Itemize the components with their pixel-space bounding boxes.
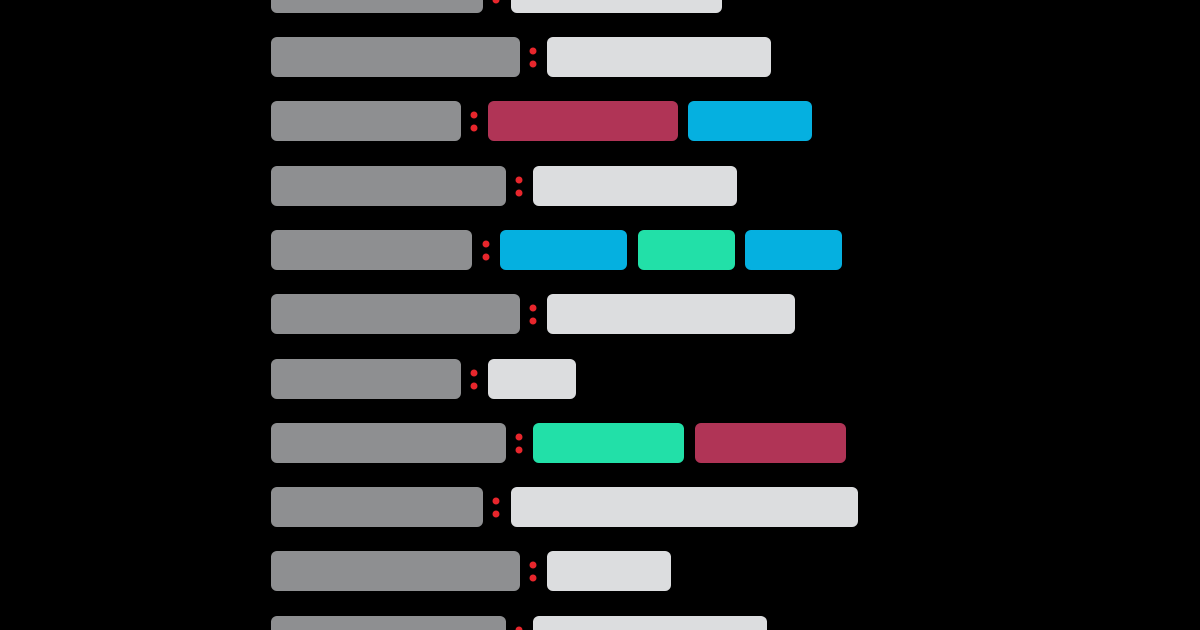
colon-dot (515, 189, 523, 197)
value-bar (511, 487, 858, 527)
value-bar (500, 230, 627, 270)
row (271, 423, 846, 463)
colon-dot (470, 382, 478, 390)
colon-dot (515, 176, 523, 184)
key-bar (271, 423, 506, 463)
colon-dot (529, 60, 537, 68)
colon-dot (492, 510, 500, 518)
row (271, 230, 842, 270)
colon-dot (482, 240, 490, 248)
key-bar (271, 0, 483, 13)
key-bar (271, 294, 520, 334)
key-bar (271, 101, 461, 141)
row (271, 551, 671, 591)
colon-dot (529, 561, 537, 569)
row (271, 166, 737, 206)
value-bar (547, 37, 771, 77)
value-bar (547, 551, 671, 591)
value-bar (547, 294, 795, 334)
colon-dot (529, 47, 537, 55)
row (271, 487, 858, 527)
colon-dot (492, 0, 500, 4)
value-bar (745, 230, 842, 270)
row (271, 616, 767, 630)
value-bar (533, 616, 767, 630)
colon-dot (515, 626, 523, 630)
row (271, 101, 812, 141)
colon-dot (470, 369, 478, 377)
row (271, 37, 771, 77)
key-bar (271, 230, 472, 270)
value-bar (688, 101, 812, 141)
value-bar (638, 230, 735, 270)
key-bar (271, 166, 506, 206)
key-bar (271, 616, 506, 630)
key-bar (271, 37, 520, 77)
colon-dot (529, 574, 537, 582)
colon-dot (470, 124, 478, 132)
colon-dot (482, 253, 490, 261)
colon-dot (529, 304, 537, 312)
colon-dot (492, 497, 500, 505)
colon-dot (515, 446, 523, 454)
key-bar (271, 487, 483, 527)
key-bar (271, 551, 520, 591)
value-bar (533, 166, 737, 206)
colon-dot (515, 433, 523, 441)
value-bar (533, 423, 684, 463)
value-bar (488, 101, 678, 141)
row (271, 294, 795, 334)
colon-dot (529, 317, 537, 325)
value-bar (488, 359, 576, 399)
row (271, 359, 576, 399)
row (271, 0, 722, 13)
colon-dot (470, 111, 478, 119)
value-bar (695, 423, 846, 463)
key-bar (271, 359, 461, 399)
value-bar (511, 0, 722, 13)
